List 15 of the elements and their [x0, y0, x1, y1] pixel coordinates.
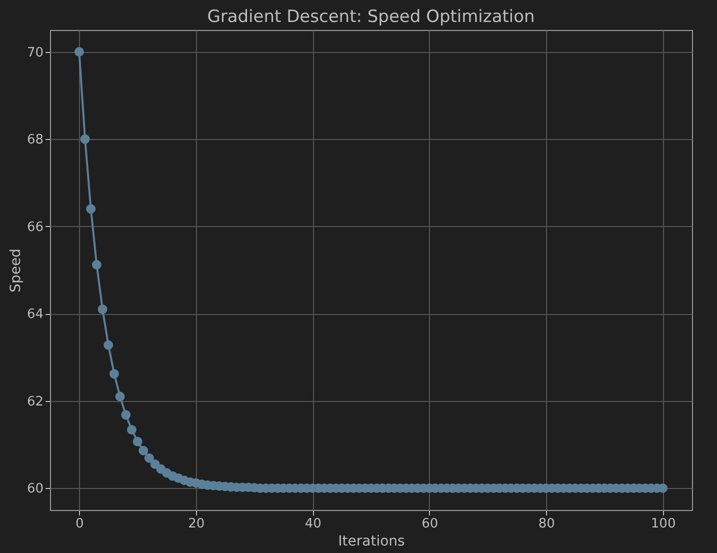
y-tick-label: 70: [26, 45, 44, 60]
y-tick-label: 68: [26, 132, 44, 148]
x-tick-label: 100: [650, 516, 676, 532]
y-axis-title: Speed: [8, 248, 24, 292]
y-tick-label: 66: [26, 220, 44, 235]
x-axis-title: Iterations: [338, 534, 405, 550]
x-tick-label: 60: [422, 516, 438, 532]
x-tick-label: 0: [76, 516, 84, 532]
y-tick-label: 64: [26, 307, 44, 322]
x-tick-label: 40: [304, 516, 322, 532]
y-tick-label: 62: [26, 394, 44, 410]
x-tick-label: 20: [188, 516, 205, 532]
y-tick-label: 60: [26, 482, 44, 497]
x-tick-label: 80: [538, 516, 555, 532]
chart-title: Gradient Descent: Speed Optimization: [207, 7, 535, 27]
